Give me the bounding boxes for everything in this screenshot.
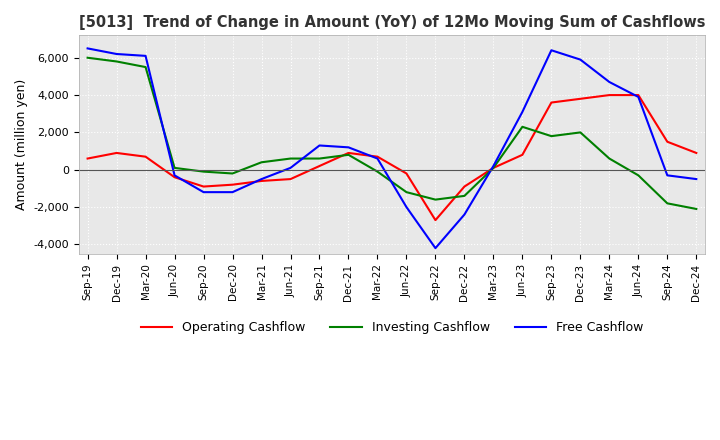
- Investing Cashflow: [199, 169, 208, 174]
- Operating Cashflow: [257, 178, 266, 183]
- Operating Cashflow: [344, 150, 353, 156]
- Free Cashflow: [518, 109, 527, 114]
- Investing Cashflow: [228, 171, 237, 176]
- Line: Free Cashflow: Free Cashflow: [88, 48, 696, 248]
- Title: [5013]  Trend of Change in Amount (YoY) of 12Mo Moving Sum of Cashflows: [5013] Trend of Change in Amount (YoY) o…: [78, 15, 705, 30]
- Investing Cashflow: [547, 133, 556, 139]
- Investing Cashflow: [402, 190, 411, 195]
- Investing Cashflow: [634, 173, 643, 178]
- Operating Cashflow: [692, 150, 701, 156]
- Free Cashflow: [634, 94, 643, 99]
- Free Cashflow: [547, 48, 556, 53]
- Operating Cashflow: [663, 139, 672, 144]
- Operating Cashflow: [634, 92, 643, 98]
- Investing Cashflow: [373, 169, 382, 174]
- Investing Cashflow: [141, 64, 150, 70]
- Operating Cashflow: [431, 217, 440, 223]
- Investing Cashflow: [315, 156, 324, 161]
- Investing Cashflow: [460, 193, 469, 198]
- Investing Cashflow: [286, 156, 294, 161]
- Free Cashflow: [489, 163, 498, 169]
- Investing Cashflow: [84, 55, 92, 60]
- Operating Cashflow: [228, 182, 237, 187]
- Investing Cashflow: [489, 165, 498, 171]
- Operating Cashflow: [286, 176, 294, 182]
- Investing Cashflow: [257, 160, 266, 165]
- Free Cashflow: [605, 79, 613, 84]
- Line: Investing Cashflow: Investing Cashflow: [88, 58, 696, 209]
- Operating Cashflow: [576, 96, 585, 102]
- Free Cashflow: [84, 46, 92, 51]
- Legend: Operating Cashflow, Investing Cashflow, Free Cashflow: Operating Cashflow, Investing Cashflow, …: [135, 316, 648, 339]
- Operating Cashflow: [489, 165, 498, 171]
- Operating Cashflow: [547, 100, 556, 105]
- Free Cashflow: [692, 176, 701, 182]
- Operating Cashflow: [402, 171, 411, 176]
- Free Cashflow: [576, 57, 585, 62]
- Free Cashflow: [257, 176, 266, 182]
- Investing Cashflow: [112, 59, 121, 64]
- Operating Cashflow: [605, 92, 613, 98]
- Investing Cashflow: [692, 206, 701, 212]
- Free Cashflow: [663, 173, 672, 178]
- Operating Cashflow: [460, 184, 469, 189]
- Line: Operating Cashflow: Operating Cashflow: [88, 95, 696, 220]
- Free Cashflow: [286, 165, 294, 171]
- Investing Cashflow: [431, 197, 440, 202]
- Y-axis label: Amount (million yen): Amount (million yen): [15, 79, 28, 210]
- Free Cashflow: [315, 143, 324, 148]
- Investing Cashflow: [663, 201, 672, 206]
- Investing Cashflow: [344, 152, 353, 158]
- Free Cashflow: [402, 205, 411, 210]
- Investing Cashflow: [605, 156, 613, 161]
- Operating Cashflow: [84, 156, 92, 161]
- Operating Cashflow: [373, 154, 382, 159]
- Free Cashflow: [431, 246, 440, 251]
- Free Cashflow: [344, 145, 353, 150]
- Operating Cashflow: [518, 152, 527, 158]
- Operating Cashflow: [141, 154, 150, 159]
- Investing Cashflow: [170, 165, 179, 171]
- Free Cashflow: [170, 173, 179, 178]
- Operating Cashflow: [315, 163, 324, 169]
- Free Cashflow: [373, 156, 382, 161]
- Free Cashflow: [460, 212, 469, 217]
- Investing Cashflow: [576, 130, 585, 135]
- Investing Cashflow: [518, 124, 527, 129]
- Operating Cashflow: [199, 184, 208, 189]
- Free Cashflow: [199, 190, 208, 195]
- Free Cashflow: [141, 53, 150, 59]
- Free Cashflow: [112, 51, 121, 57]
- Free Cashflow: [228, 190, 237, 195]
- Operating Cashflow: [112, 150, 121, 156]
- Operating Cashflow: [170, 175, 179, 180]
